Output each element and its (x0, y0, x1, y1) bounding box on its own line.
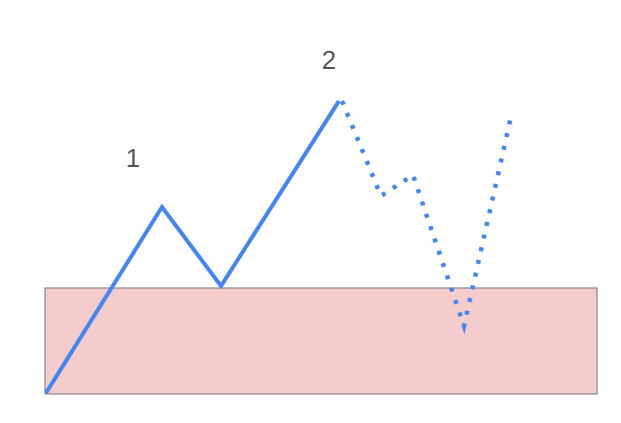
solid-price-path (44, 99, 341, 395)
dotted-projection-path (339, 100, 515, 335)
support-zone (44, 287, 598, 395)
wave-label-1: 1 (126, 143, 140, 173)
wave-label-2: 2 (322, 45, 336, 75)
